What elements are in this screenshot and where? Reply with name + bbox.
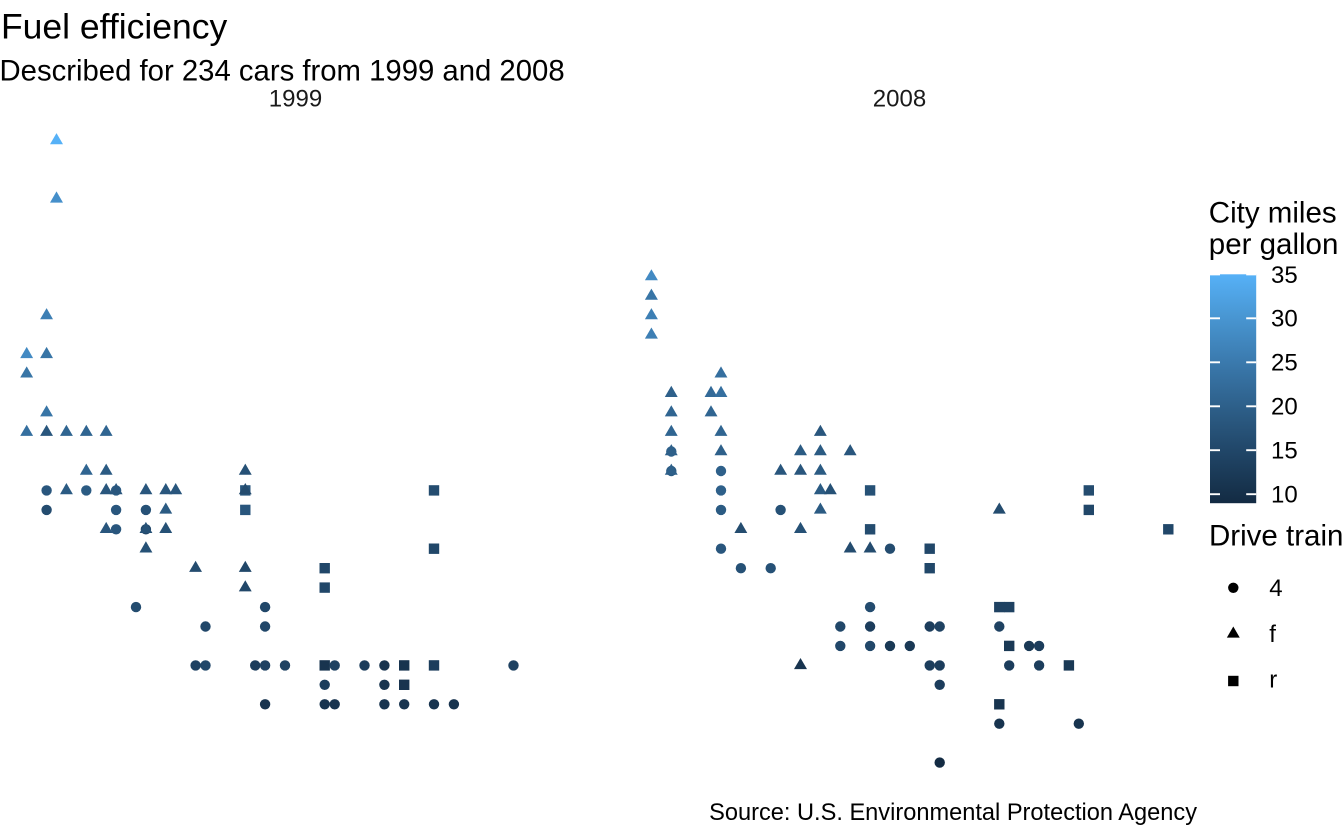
svg-text:4: 4 xyxy=(1269,575,1282,602)
svg-text:City miles: City miles xyxy=(1209,197,1337,230)
svg-text:Fuel efficiency: Fuel efficiency xyxy=(1,7,228,47)
svg-text:f: f xyxy=(1269,621,1276,648)
svg-text:1999: 1999 xyxy=(269,86,322,113)
svg-text:2008: 2008 xyxy=(873,86,926,113)
svg-text:20: 20 xyxy=(1271,394,1298,421)
svg-text:25: 25 xyxy=(1271,350,1298,377)
svg-text:15: 15 xyxy=(1271,438,1298,465)
svg-text:10: 10 xyxy=(1271,482,1298,509)
svg-text:30: 30 xyxy=(1271,306,1298,333)
svg-text:Described for 234 cars from 19: Described for 234 cars from 1999 and 200… xyxy=(0,54,565,87)
svg-text:35: 35 xyxy=(1271,262,1298,289)
svg-text:r: r xyxy=(1269,666,1277,693)
svg-text:Source: U.S. Environmental Pro: Source: U.S. Environmental Protection Ag… xyxy=(709,800,1197,826)
svg-text:per gallon: per gallon xyxy=(1209,228,1339,261)
svg-text:Drive train: Drive train xyxy=(1209,520,1343,553)
